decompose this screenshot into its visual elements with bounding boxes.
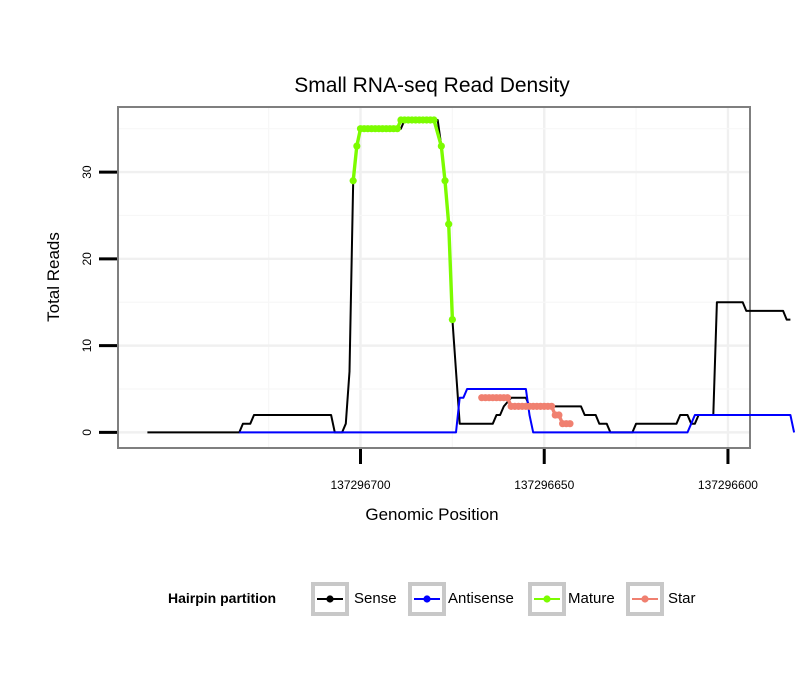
y-axis-label: Total Reads <box>44 232 63 322</box>
legend-key-point <box>641 595 649 603</box>
legend: Hairpin partition Sense Antisense Mature St… <box>168 582 696 616</box>
y-tick-label: 30 <box>80 165 94 179</box>
x-tick-label: 137296700 <box>330 478 390 492</box>
x-axis-label: Genomic Position <box>365 505 498 524</box>
legend-label: Star <box>668 590 696 607</box>
star-point <box>503 394 512 402</box>
legend-key-point <box>543 595 551 603</box>
mature-point <box>448 315 456 324</box>
legend-label: Mature <box>568 590 615 607</box>
antisense-line <box>239 388 796 434</box>
sense-line <box>147 119 791 434</box>
legend-item-sense: Sense <box>311 582 397 616</box>
legend-items: Sense Antisense Mature Star <box>311 582 696 616</box>
mature-point <box>445 220 453 228</box>
mature-point <box>393 125 401 133</box>
mature-point <box>353 142 361 150</box>
legend-key-point <box>423 595 431 603</box>
y-tick-label: 10 <box>80 339 94 353</box>
x-tick-label: 137296650 <box>514 478 574 492</box>
series-sense <box>147 119 791 434</box>
series-antisense <box>239 388 796 434</box>
plot-panel <box>117 106 751 449</box>
axis-layer: 137296700 137296650 137296600 0 10 20 30 <box>80 165 758 492</box>
x-tick-label: 137296600 <box>698 478 758 492</box>
mature-point <box>441 177 449 185</box>
legend-label: Sense <box>354 590 397 607</box>
legend-title: Hairpin partition <box>168 590 276 606</box>
star-point <box>547 402 556 410</box>
y-tick-label: 20 <box>80 252 94 266</box>
y-tick-label: 0 <box>80 429 94 436</box>
series-star <box>478 394 574 428</box>
mature-point <box>430 116 438 124</box>
grid-lines <box>119 108 749 447</box>
mature-point <box>437 142 445 150</box>
star-point <box>566 420 574 428</box>
legend-key-point <box>326 595 334 603</box>
legend-item-mature: Mature <box>528 582 615 616</box>
chart-title: Small RNA-seq Read Density <box>294 74 570 97</box>
legend-item-star: Star <box>626 582 696 616</box>
legend-label: Antisense <box>448 590 514 607</box>
series-mature <box>349 116 456 324</box>
mature-point <box>349 177 357 185</box>
star-point <box>555 411 563 419</box>
legend-item-antisense: Antisense <box>408 582 514 616</box>
series-layer <box>147 116 796 434</box>
